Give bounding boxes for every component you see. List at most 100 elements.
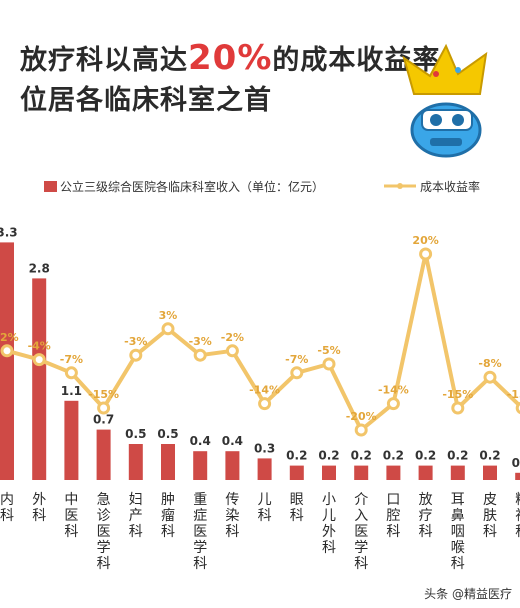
x-tick-label-16-1: 神 — [515, 508, 520, 524]
x-tick-label-10-0: 小 — [322, 492, 336, 508]
x-tick-label-14-2: 咽 — [451, 524, 465, 540]
line-value-label-10: -5% — [317, 344, 340, 357]
x-tick-label-4-2: 科 — [129, 524, 143, 540]
line-point-10 — [322, 357, 336, 371]
line-point-15 — [483, 370, 497, 384]
x-tick-label-2-2: 科 — [64, 524, 78, 540]
x-tick-label-14-3: 喉 — [451, 540, 465, 556]
line-series — [0, 247, 520, 437]
x-tick-label-12-1: 腔 — [386, 508, 400, 524]
x-tick-label-16-0: 精 — [515, 492, 520, 508]
line-value-label-7: -2% — [221, 331, 244, 344]
bar-1 — [32, 278, 47, 480]
line-value-labels: -2%-4%-7%-15%-3%3%-3%-2%-14%-7%-5%-20%-1… — [0, 234, 520, 423]
x-tick-label-2-0: 中 — [64, 492, 78, 508]
bar-12 — [386, 465, 401, 480]
line-point-8 — [258, 397, 272, 411]
bar-value-label-14: 0.2 — [447, 449, 468, 463]
bar-10 — [322, 465, 336, 480]
bar-value-label-16: 0.1 — [512, 456, 520, 470]
x-tick-label-3-4: 科 — [97, 556, 111, 572]
watermark: 头条 @精益医疗 — [424, 585, 512, 602]
x-tick-label-3-0: 急 — [97, 492, 111, 508]
x-tick-label-9-1: 科 — [290, 508, 304, 524]
x-tick-label-11-1: 入 — [354, 508, 368, 524]
title-highlight: 20% — [188, 38, 273, 78]
x-tick-label-1-0: 外 — [32, 492, 46, 508]
bar-13 — [418, 465, 433, 480]
line-value-label-15: -8% — [478, 357, 501, 370]
bar-value-label-9: 0.2 — [286, 449, 307, 463]
crowned-emoji-icon — [402, 43, 488, 158]
x-tick-label-10-1: 儿 — [322, 508, 336, 524]
x-tick-label-3-1: 诊 — [97, 508, 111, 524]
x-tick-label-7-0: 传 — [225, 492, 239, 508]
bar-11 — [354, 465, 369, 480]
line-point-6 — [193, 348, 207, 362]
x-tick-label-15-0: 皮 — [483, 492, 497, 508]
legend-marker-line — [397, 183, 403, 189]
bar-7 — [225, 451, 240, 480]
bar-15 — [483, 465, 497, 480]
x-tick-label-13-2: 科 — [419, 524, 433, 540]
bar-9 — [289, 465, 304, 480]
bar-value-label-4: 0.5 — [125, 427, 146, 441]
x-tick-label-0-1: 科 — [0, 508, 14, 524]
line-value-label-5: 3% — [159, 309, 178, 322]
line-value-label-3: -15% — [88, 388, 119, 401]
legend-swatch-bar — [44, 181, 57, 192]
line-value-label-2: -7% — [60, 353, 83, 366]
line-point-9 — [290, 366, 304, 380]
x-tick-label-0-0: 内 — [0, 492, 14, 508]
bar-value-label-5: 0.5 — [157, 427, 178, 441]
line-point-11 — [354, 423, 368, 437]
line-value-label-4: -3% — [124, 335, 147, 348]
bar-value-label-6: 0.4 — [190, 434, 211, 448]
x-tick-label-5-0: 肿 — [161, 492, 175, 508]
x-tick-label-11-4: 科 — [354, 556, 368, 572]
line-point-2 — [64, 366, 78, 380]
line-value-label-13: 20% — [412, 234, 438, 247]
line-value-label-0: -2% — [0, 331, 19, 344]
x-tick-label-5-1: 瘤 — [161, 507, 175, 524]
legend-label-line: 成本收益率 — [420, 179, 480, 194]
bar-2 — [64, 400, 79, 480]
x-tick-label-1-1: 科 — [32, 508, 46, 524]
x-tick-label-9-0: 眼 — [290, 492, 304, 508]
x-tick-label-11-0: 介 — [354, 492, 368, 508]
x-tick-label-6-3: 学 — [193, 540, 207, 556]
line-value-label-12: -14% — [378, 384, 409, 397]
line-value-label-8: -14% — [249, 384, 280, 397]
x-tick-label-12-0: 口 — [386, 492, 400, 508]
x-tick-label-6-2: 医 — [193, 524, 207, 540]
chart-title: 放疗科以高达20%的成本收益率 位居各临床科室之首 — [20, 38, 440, 121]
bar-3 — [96, 429, 111, 480]
bar-16 — [515, 472, 520, 480]
x-tick-label-4-1: 产 — [129, 508, 143, 524]
x-tick-label-12-2: 科 — [386, 524, 400, 540]
line-point-7 — [225, 344, 239, 358]
x-tick-label-7-2: 科 — [225, 524, 239, 540]
bar-value-label-7: 0.4 — [222, 434, 243, 448]
x-tick-label-16-2: 科 — [515, 524, 520, 540]
line-value-label-11: -20% — [346, 410, 377, 423]
line-point-16 — [515, 401, 520, 415]
bar-value-label-11: 0.2 — [351, 449, 372, 463]
bar-8 — [257, 458, 272, 480]
bar-value-label-10: 0.2 — [318, 449, 339, 463]
line-value-label-1: -4% — [28, 340, 51, 353]
line-point-14 — [451, 401, 465, 415]
bar-value-labels: 3.3 2.8 1.1 0.7 0.5 0.5 0.4 0.4 0.3 0.2 0.2 0.2 0.2 0… — [0, 225, 520, 469]
title-text-a: 放疗科以高达 — [20, 45, 188, 76]
x-tick-label-13-0: 放 — [419, 492, 433, 508]
x-tick-label-4-0: 妇 — [129, 491, 143, 508]
bar-value-label-0: 3.3 — [0, 225, 18, 239]
x-tick-label-7-1: 染 — [225, 508, 239, 524]
line-point-1 — [32, 353, 46, 367]
bar-14 — [450, 465, 465, 480]
bar-value-label-1: 2.8 — [29, 261, 50, 275]
x-tick-label-11-3: 学 — [354, 540, 368, 556]
x-tick-label-5-2: 科 — [161, 524, 175, 540]
x-tick-label-2-1: 医 — [64, 508, 78, 524]
